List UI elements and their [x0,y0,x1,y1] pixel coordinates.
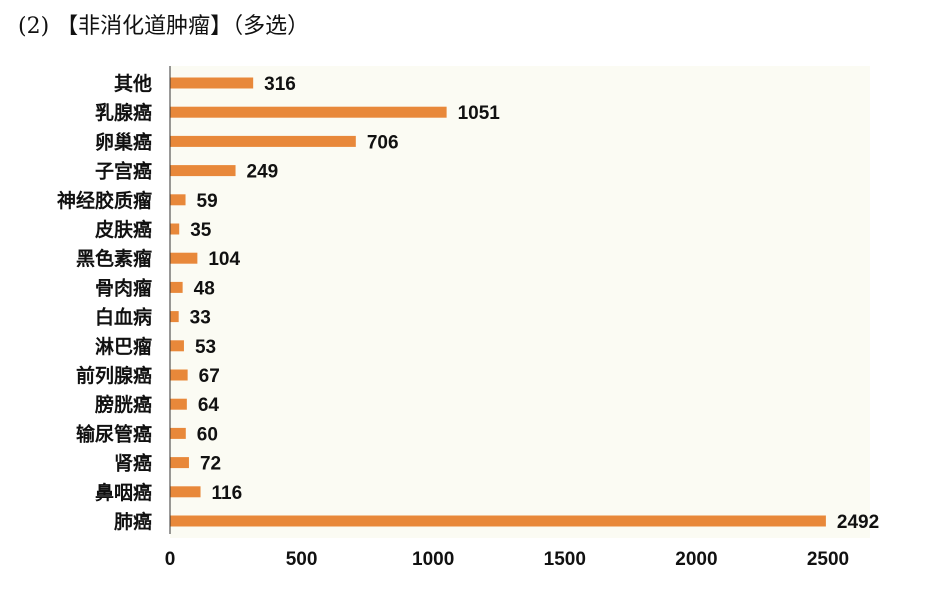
value-label: 59 [197,191,218,212]
x-tick-label: 0 [165,549,176,570]
bar-7 [170,281,183,293]
value-label: 35 [190,220,212,241]
bar-12 [170,427,186,439]
value-labels: 316 1051 706 249 59 35 104 48 33 53 67 64 60 72 116 249… [190,74,879,533]
value-label: 53 [195,337,216,358]
category-label: 前列腺癌 [76,364,152,387]
value-label: 60 [197,424,218,445]
category-label: 淋巴瘤 [95,335,152,358]
value-label: 33 [190,308,211,329]
value-label: 67 [199,366,220,387]
section-heading: (2) 【非消化道肿瘤】（多选） [18,14,310,39]
bar-1 [170,106,447,118]
bar-5 [170,223,180,235]
value-label: 104 [208,249,240,270]
category-label: 肾癌 [114,452,152,475]
bar-6 [170,252,198,264]
x-tick-label: 1500 [544,549,586,570]
x-tick-label: 2500 [807,549,849,570]
value-label: 2492 [837,512,879,533]
bar-14 [170,486,201,498]
bar-4 [170,194,186,206]
bar-9 [170,340,184,352]
value-label: 116 [212,483,243,504]
value-label: 64 [198,395,220,416]
x-tick-label: 1000 [412,549,454,570]
category-label: 肺癌 [114,510,152,533]
x-axis-tick-labels: 0 500 1000 1500 2000 2500 [165,549,849,570]
category-label: 卵巢癌 [95,130,152,153]
category-label: 子宫癌 [95,160,152,183]
value-label: 249 [247,162,279,183]
category-label: 其他 [114,72,152,95]
category-label: 皮肤癌 [95,218,152,241]
x-tick-label: 2000 [675,549,717,570]
category-label: 输尿管癌 [76,422,152,445]
bar-13 [170,457,189,469]
x-tick-label: 500 [286,549,318,570]
bar-2 [170,135,356,147]
value-label: 1051 [458,103,501,124]
category-labels: 其他乳腺癌卵巢癌子宫癌神经胶质瘤皮肤癌黑色素瘤骨肉瘤白血病淋巴瘤前列腺癌膀胱癌输… [57,72,152,533]
value-label: 72 [200,454,221,475]
category-label: 神经胶质瘤 [57,189,152,212]
value-label: 706 [367,132,399,153]
bar-8 [170,311,179,323]
bars-group [170,77,826,527]
bar-10 [170,369,188,381]
value-label: 316 [264,74,296,95]
bar-15 [170,515,826,527]
category-label: 白血病 [95,306,152,329]
bar-11 [170,398,187,410]
category-label: 骨肉瘤 [95,276,152,299]
bar-3 [170,165,236,177]
category-label: 鼻咽癌 [95,481,152,504]
category-label: 黑色素瘤 [76,247,152,270]
category-label: 乳腺癌 [95,101,152,124]
category-label: 膀胱癌 [94,393,152,416]
value-label: 48 [194,278,215,299]
bar-0 [170,77,254,89]
